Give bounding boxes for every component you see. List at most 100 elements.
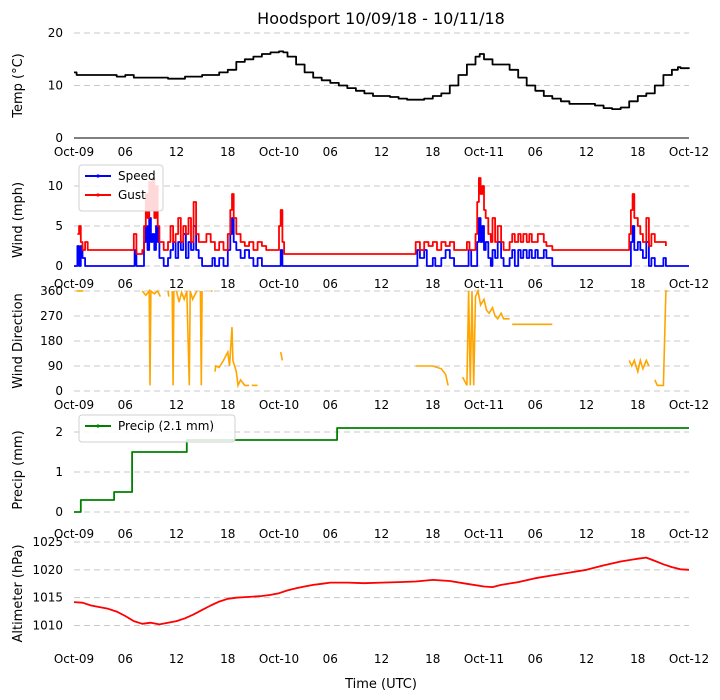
x-tick-label-temp-8: Oct-11: [464, 145, 504, 159]
y-axis-label-wind: Wind (mph): [11, 182, 26, 258]
x-tick-label-wind-6: 12: [374, 277, 389, 291]
x-tick-label-temp-10: 12: [579, 145, 594, 159]
x-tick-label-temp-1: 06: [118, 145, 133, 159]
x-tick-label-dir-11: 18: [630, 398, 645, 412]
series-temp-temp: [74, 50, 690, 110]
x-tick-label-wind-5: 06: [323, 277, 338, 291]
x-tick-label-temp-7: 18: [425, 145, 440, 159]
x-tick-label-dir-3: 18: [220, 398, 235, 412]
y-tick-label-dir-1: 90: [48, 359, 63, 373]
x-tick-label-alt-10: 12: [579, 652, 594, 666]
x-tick-label-dir-7: 18: [425, 398, 440, 412]
x-tick-label-wind-4: Oct-10: [259, 277, 299, 291]
x-tick-label-temp-4: Oct-10: [259, 145, 299, 159]
series-dir-direction-segment-11: [461, 288, 510, 386]
legend-label-wind-1: Gust: [118, 188, 146, 202]
x-tick-label-precip-8: Oct-11: [464, 527, 504, 541]
y-tick-label-precip-0: 0: [55, 505, 63, 519]
series-dir-direction-segment-4: [175, 289, 198, 386]
legend-precip: Precip (2.1 mm): [78, 414, 236, 443]
legend-marker-wind-0: [96, 174, 100, 178]
x-tick-label-alt-8: Oct-11: [464, 652, 504, 666]
x-tick-label-dir-4: Oct-10: [259, 398, 299, 412]
x-tick-label-wind-12: Oct-12: [669, 277, 709, 291]
x-tick-label-wind-8: Oct-11: [464, 277, 504, 291]
x-tick-label-precip-3: 18: [220, 527, 235, 541]
x-tick-label-precip-5: 06: [323, 527, 338, 541]
y-axis-label-precip: Precip (mm): [11, 430, 26, 509]
x-tick-label-dir-9: 06: [528, 398, 543, 412]
series-dir-direction-segment-10: [415, 365, 449, 386]
x-tick-label-temp-11: 18: [630, 145, 645, 159]
y-tick-label-dir-0: 0: [55, 384, 63, 398]
x-tick-label-wind-11: 18: [630, 277, 645, 291]
y-tick-label-alt-1: 1015: [32, 591, 63, 605]
series-dir-direction-segment-2: [167, 290, 170, 297]
series-wind-gust: [77, 177, 667, 255]
x-tick-label-dir-2: 12: [169, 398, 184, 412]
panel-alt: 1010 1015 1020 1025 Oct-09 06 12 18 Oct-10 06 12 18…: [11, 535, 709, 666]
x-tick-label-temp-6: 12: [374, 145, 389, 159]
y-tick-label-alt-2: 1020: [32, 563, 63, 577]
series-alt-altimeter: [73, 556, 690, 626]
y-tick-label-alt-3: 1025: [32, 535, 63, 549]
x-tick-label-temp-2: 12: [169, 145, 184, 159]
x-tick-label-alt-2: 12: [169, 652, 184, 666]
y-tick-label-wind-1: 5: [55, 219, 63, 233]
x-tick-label-alt-9: 06: [528, 652, 543, 666]
y-axis-label-alt: Altimeter (hPa): [11, 544, 26, 642]
x-tick-label-temp-9: 06: [528, 145, 543, 159]
x-tick-label-alt-6: 12: [374, 652, 389, 666]
x-tick-label-dir-6: 12: [374, 398, 389, 412]
legend-marker-wind-1: [96, 193, 100, 197]
x-tick-label-alt-11: 18: [630, 652, 645, 666]
x-tick-label-wind-7: 18: [425, 277, 440, 291]
x-tick-label-temp-0: Oct-09: [54, 145, 94, 159]
x-tick-label-wind-1: 06: [118, 277, 133, 291]
series-wind-speed: [74, 217, 689, 267]
x-tick-label-precip-12: Oct-12: [669, 527, 709, 541]
series-dir-direction-segment-13: [628, 357, 650, 375]
x-tick-label-alt-7: 18: [425, 652, 440, 666]
x-tick-label-precip-0: Oct-09: [54, 527, 94, 541]
x-tick-label-temp-5: 06: [323, 145, 338, 159]
y-tick-label-wind-0: 0: [55, 259, 63, 273]
y-tick-label-dir-4: 360: [40, 284, 63, 298]
x-tick-label-dir-10: 12: [579, 398, 594, 412]
x-tick-label-precip-6: 12: [374, 527, 389, 541]
x-tick-label-wind-2: 12: [169, 277, 184, 291]
y-axis-label-temp: Temp (°C): [11, 53, 26, 119]
panel-temp: 0 10 20 Oct-09 06 12 18 Oct-10 06 12 18 Oct-11 06 12 1…: [11, 26, 709, 159]
x-tick-label-wind-0: Oct-09: [54, 277, 94, 291]
x-tick-label-temp-12: Oct-12: [669, 145, 709, 159]
x-tick-label-alt-3: 18: [220, 652, 235, 666]
y-tick-label-temp-1: 10: [48, 79, 63, 93]
series-dir-direction-segment-5: [199, 290, 203, 386]
x-tick-label-dir-1: 06: [118, 398, 133, 412]
x-tick-label-dir-12: Oct-12: [669, 398, 709, 412]
y-tick-label-precip-2: 2: [55, 425, 63, 439]
series-dir-direction: [76, 288, 668, 389]
x-tick-label-wind-10: 12: [579, 277, 594, 291]
legend-marker-precip-0: [96, 424, 100, 428]
legend-box-precip: [78, 414, 236, 443]
series-precip-precip-2-1-mm: [74, 427, 689, 513]
x-tick-label-dir-5: 06: [323, 398, 338, 412]
legend-label-precip-0: Precip (2.1 mm): [118, 419, 214, 433]
y-tick-label-dir-2: 180: [40, 334, 63, 348]
x-tick-label-precip-7: 18: [425, 527, 440, 541]
x-tick-label-temp-3: 18: [220, 145, 235, 159]
x-tick-label-precip-2: 12: [169, 527, 184, 541]
panel-wind: 0 5 10 Oct-09 06 12 18 Oct-10 06 12 18 Oct-11 06 12 18…: [11, 164, 709, 291]
x-axis-label: Time (UTC): [344, 677, 417, 692]
x-tick-label-precip-10: 12: [579, 527, 594, 541]
x-tick-label-precip-1: 06: [118, 527, 133, 541]
x-tick-label-precip-9: 06: [528, 527, 543, 541]
x-tick-label-wind-3: 18: [220, 277, 235, 291]
series-dir-direction-segment-14: [654, 290, 668, 387]
y-tick-label-precip-1: 1: [55, 465, 63, 479]
x-tick-label-dir-8: Oct-11: [464, 398, 504, 412]
y-tick-label-temp-2: 20: [48, 26, 63, 40]
